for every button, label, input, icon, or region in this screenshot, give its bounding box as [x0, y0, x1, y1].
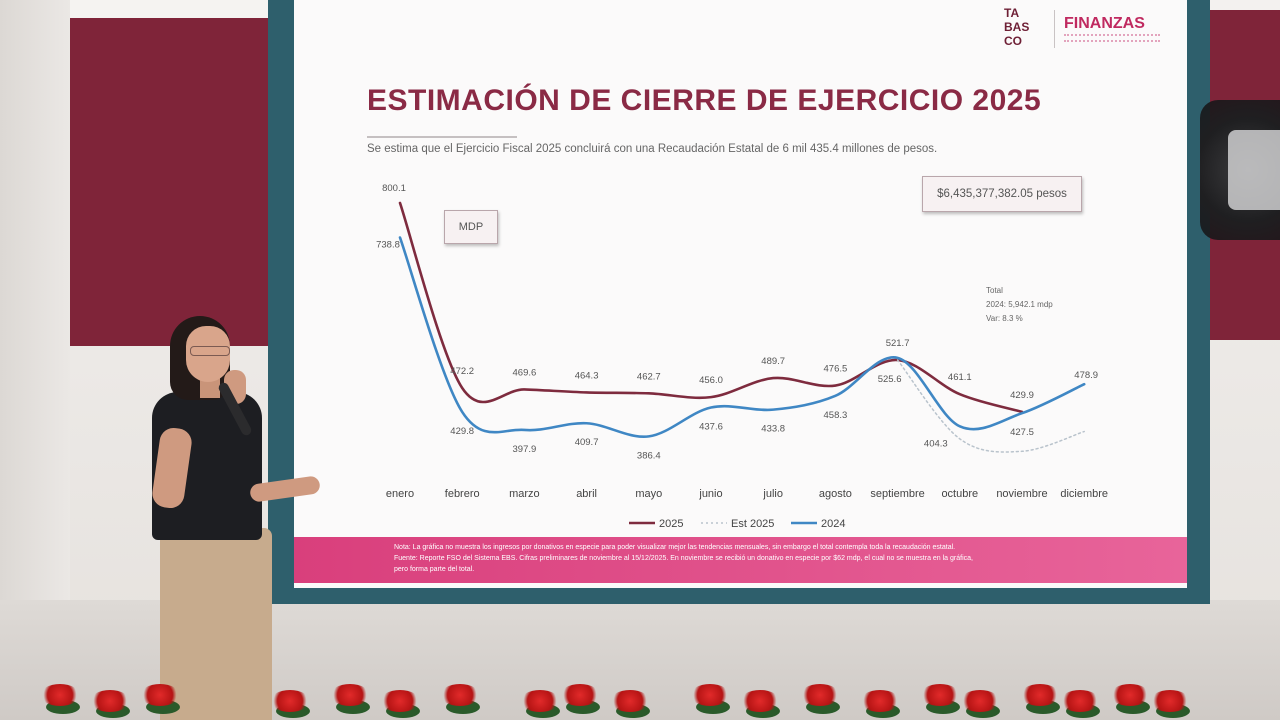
- slide-title: ESTIMACIÓN DE CIERRE DE EJERCICIO 2025: [367, 84, 1042, 117]
- poinsettia-flower: [960, 690, 1000, 712]
- data-label-2024-junio: 437.6: [699, 421, 723, 432]
- series-line-2024: [398, 236, 1086, 438]
- poinsettia-flower: [920, 684, 960, 706]
- presenter-glasses: [190, 346, 230, 356]
- x-tick-label-septiembre: septiembre: [870, 488, 924, 500]
- x-tick-label-diciembre: diciembre: [1060, 488, 1108, 500]
- data-label-2025-febrero: 472.2: [450, 366, 474, 377]
- maroon-panel-left: [70, 18, 280, 346]
- totals-variation: Var: 8.3 %: [986, 314, 1023, 323]
- data-label-2025-octubre: 461.1: [948, 372, 972, 383]
- x-tick-label-noviembre: noviembre: [996, 488, 1047, 500]
- slide-subtitle: Se estima que el Ejercicio Fiscal 2025 c…: [367, 143, 938, 155]
- poinsettia-flower: [610, 690, 650, 712]
- presenter-neck: [200, 378, 220, 398]
- camera-screen: [1228, 130, 1280, 210]
- poinsettia-flower: [860, 690, 900, 712]
- title-underline: [367, 136, 517, 138]
- series-line-est-2025: [896, 359, 1085, 453]
- data-label-2025-julio: 489.7: [761, 356, 785, 367]
- tabasco-logo: TA BAS CO: [1004, 6, 1030, 48]
- poinsettia-flower: [90, 690, 130, 712]
- x-tick-label-agosto: agosto: [819, 488, 852, 500]
- totals-label: Total: [986, 286, 1003, 295]
- footnote-line-3: pero forma parte del total.: [394, 566, 475, 573]
- poinsettia-flower: [140, 684, 180, 706]
- data-label-2024-marzo: 397.9: [513, 444, 537, 455]
- line-chart: enero febrero marzo abril mayo junio julio agos…: [376, 183, 1108, 530]
- data-label-2024-abril: 409.7: [575, 437, 599, 448]
- finanzas-logo-subtitle: [1064, 34, 1160, 42]
- totals-summary: Total 2024: 5,942.1 mdp Var: 8.3 %: [986, 284, 1053, 326]
- data-label-2024-mayo: 386.4: [637, 450, 661, 461]
- poinsettia-flower: [270, 690, 310, 712]
- x-tick-label-febrero: febrero: [445, 488, 480, 500]
- data-label-2024-enero: 738.8: [376, 240, 400, 251]
- poinsettia-flower: [800, 684, 840, 706]
- data-label-2025-septiembre: 521.7: [886, 338, 910, 349]
- data-label-2025-enero: 800.1: [382, 183, 406, 194]
- totals-2024: 2024: 5,942.1 mdp: [986, 300, 1053, 309]
- poinsettia-flower: [1150, 690, 1190, 712]
- data-label-2025-agosto: 476.5: [824, 364, 848, 375]
- logo-divider: [1054, 10, 1055, 48]
- unit-box: MDP: [444, 210, 498, 244]
- poinsettia-flower: [740, 690, 780, 712]
- legend-label-2024: 2024: [821, 518, 845, 530]
- footnote-line-1: Nota: La gráfica no muestra los ingresos…: [394, 544, 956, 551]
- poinsettia-flower: [380, 690, 420, 712]
- series-line-2025: [398, 201, 1024, 414]
- x-tick-label-enero: enero: [386, 488, 414, 500]
- poinsettia-flower: [520, 690, 560, 712]
- x-tick-label-junio: junio: [698, 488, 722, 500]
- data-label-2024-octubre: 404.3: [924, 438, 948, 449]
- poinsettia-flower: [440, 684, 480, 706]
- footnote-line-2: Fuente: Reporte FSO del Sistema EBS. Cif…: [394, 555, 973, 562]
- data-label-2025-marzo: 469.6: [513, 367, 537, 378]
- data-label-2024-agosto: 458.3: [824, 410, 848, 421]
- data-label-2024-diciembre: 478.9: [1074, 370, 1098, 381]
- poinsettia-flower: [1060, 690, 1100, 712]
- data-label-2025-noviembre: 429.9: [1010, 390, 1034, 401]
- data-label-2024-noviembre: 427.5: [1010, 427, 1034, 438]
- x-tick-label-octubre: octubre: [941, 488, 978, 500]
- data-label-2025-mayo: 462.7: [637, 371, 661, 382]
- finanzas-logo: FINANZAS: [1064, 15, 1145, 32]
- total-amount-box: $6,435,377,382.05 pesos: [922, 176, 1082, 212]
- legend-label-est-2025: Est 2025: [731, 518, 774, 530]
- presenter-pants: [160, 528, 272, 720]
- footnote-bar: Nota: La gráfica no muestra los ingresos…: [294, 537, 1187, 583]
- projection-screen: TA BAS CO FINANZAS ESTIMACIÓN DE CIERRE DE…: [294, 0, 1187, 588]
- poinsettia-flower: [1020, 684, 1060, 706]
- data-label-2024-septiembre: 525.6: [878, 374, 902, 385]
- poinsettia-flower: [560, 684, 600, 706]
- poinsettia-flower: [40, 684, 80, 706]
- x-tick-label-abril: abril: [576, 488, 597, 500]
- poinsettia-flower: [1110, 684, 1150, 706]
- legend-label-2025: 2025: [659, 518, 683, 530]
- x-tick-label-julio: julio: [762, 488, 783, 500]
- wall-top-strip: [70, 0, 280, 18]
- data-label-2025-junio: 456.0: [699, 375, 723, 386]
- data-label-2024-julio: 433.8: [761, 424, 785, 435]
- presenter: [140, 310, 330, 720]
- poinsettia-flower: [330, 684, 370, 706]
- poinsettia-flower: [690, 684, 730, 706]
- data-label-2025-abril: 464.3: [575, 370, 599, 381]
- x-tick-label-marzo: marzo: [509, 488, 540, 500]
- data-label-2024-febrero: 429.8: [450, 426, 474, 437]
- x-tick-label-mayo: mayo: [635, 488, 662, 500]
